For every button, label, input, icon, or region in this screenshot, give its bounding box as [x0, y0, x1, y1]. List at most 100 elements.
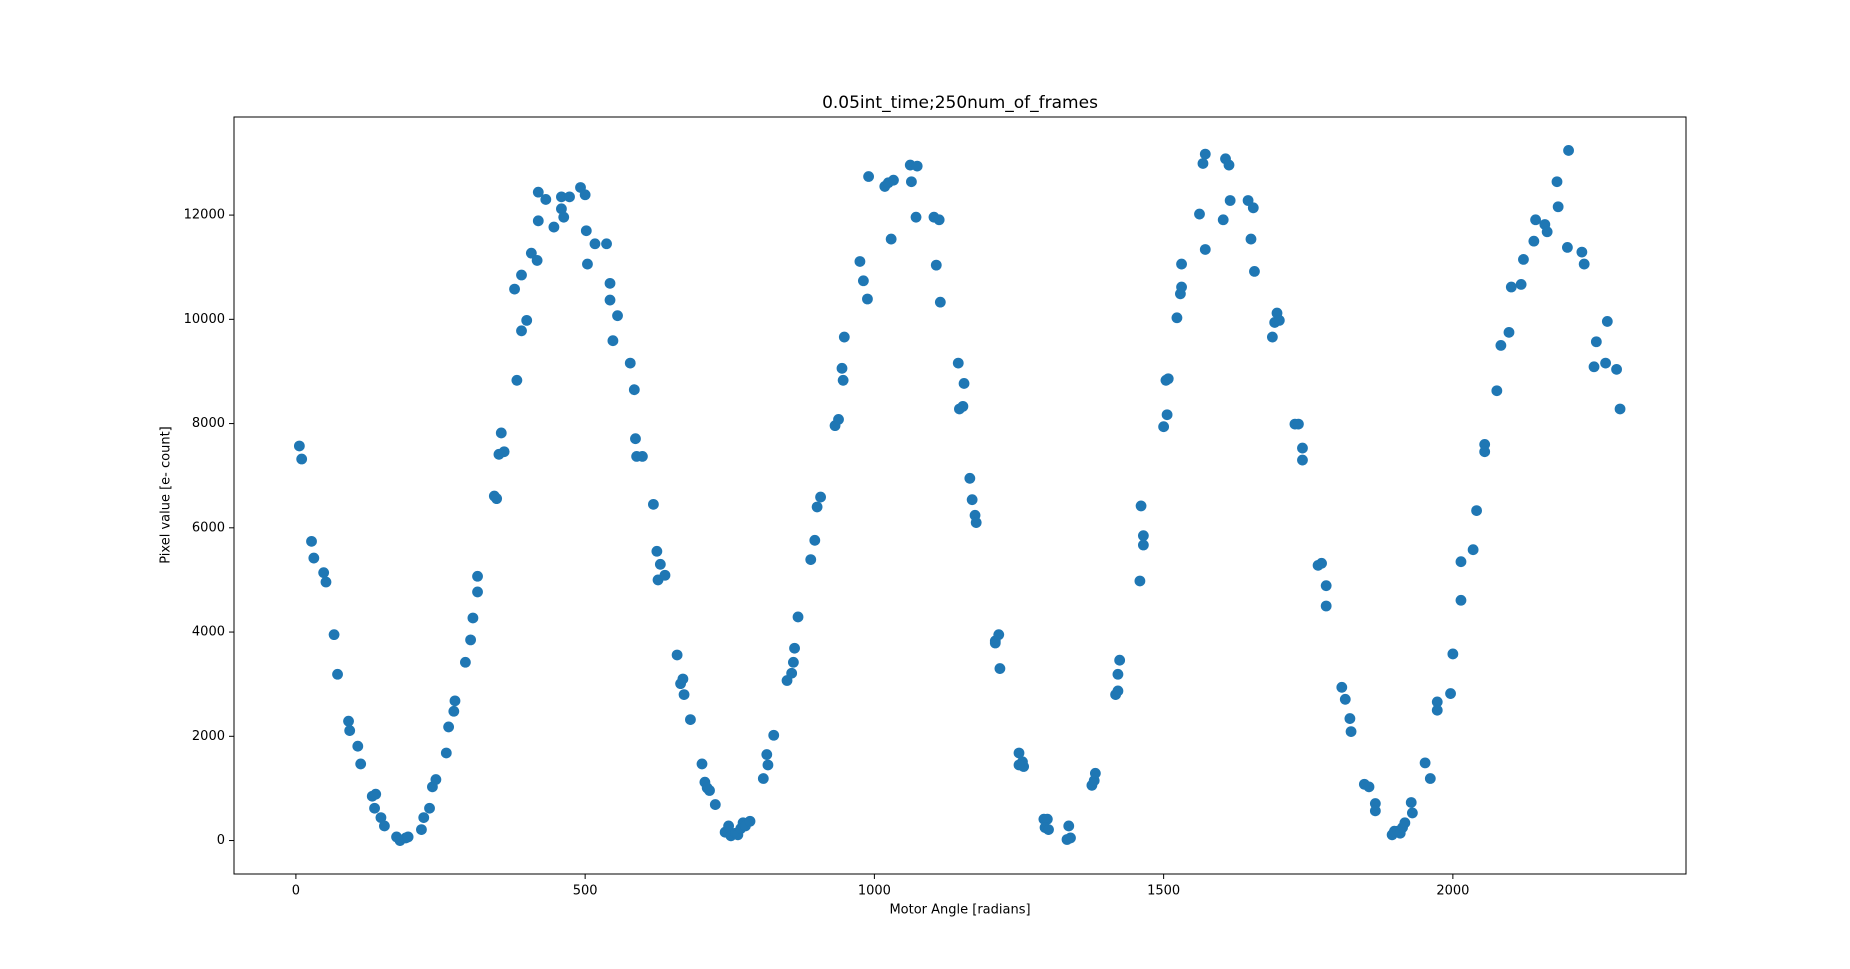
point — [815, 491, 826, 503]
point — [318, 567, 330, 579]
point — [472, 586, 483, 598]
point — [1479, 446, 1491, 458]
y-tick-label: 6000 — [192, 520, 225, 535]
point — [1455, 556, 1467, 568]
point — [1199, 148, 1211, 160]
point — [768, 729, 780, 741]
point — [332, 668, 343, 680]
point — [1197, 158, 1209, 169]
point — [308, 552, 320, 564]
point — [1505, 281, 1517, 293]
plot-frame — [233, 116, 1687, 875]
point — [789, 642, 800, 654]
point — [1471, 505, 1482, 517]
point — [1369, 805, 1381, 817]
point — [1217, 214, 1229, 226]
point — [612, 310, 623, 322]
point — [671, 649, 683, 661]
point — [1013, 747, 1025, 759]
point — [1467, 544, 1479, 556]
point — [1135, 500, 1147, 512]
y-tick-label: 2000 — [192, 729, 225, 744]
point — [838, 331, 850, 343]
point — [1431, 704, 1443, 716]
point — [696, 758, 708, 770]
point — [1161, 409, 1173, 421]
point — [1320, 600, 1332, 612]
point — [564, 191, 575, 203]
point — [443, 721, 455, 733]
point — [579, 189, 591, 201]
x-tick-label: 2000 — [1436, 884, 1469, 899]
point — [1576, 246, 1588, 258]
point — [630, 433, 641, 445]
point — [1171, 312, 1183, 324]
point — [1503, 326, 1515, 338]
point — [540, 194, 552, 205]
point — [352, 740, 364, 752]
point — [787, 656, 799, 668]
point — [1063, 820, 1075, 832]
point — [1515, 279, 1527, 290]
point — [440, 747, 452, 759]
point — [1176, 281, 1187, 293]
point — [430, 774, 442, 785]
point — [509, 283, 520, 295]
point — [370, 788, 382, 800]
point — [582, 258, 593, 270]
point — [1339, 693, 1351, 705]
point — [1247, 202, 1259, 214]
point — [511, 374, 523, 386]
point — [757, 773, 769, 784]
point — [648, 498, 659, 510]
point — [379, 820, 390, 832]
point — [762, 759, 774, 771]
point — [416, 824, 427, 835]
point — [1176, 258, 1187, 270]
point — [863, 171, 874, 182]
point — [465, 634, 477, 646]
point — [1363, 781, 1375, 793]
x-tick-label: 500 — [573, 884, 598, 899]
point — [491, 493, 503, 505]
point — [654, 558, 666, 570]
point — [805, 554, 817, 566]
point — [811, 501, 823, 513]
point — [1445, 688, 1456, 699]
point — [402, 831, 414, 843]
point — [1541, 226, 1553, 238]
point — [888, 174, 899, 186]
point — [1245, 233, 1257, 245]
point — [910, 211, 922, 223]
point — [1134, 575, 1146, 587]
point — [516, 325, 527, 337]
point — [375, 812, 387, 824]
point — [885, 233, 897, 245]
point — [1455, 594, 1467, 606]
point — [1112, 685, 1124, 697]
point — [1041, 813, 1053, 825]
point — [989, 637, 1001, 649]
point — [344, 725, 356, 736]
point — [1266, 331, 1278, 343]
point — [556, 191, 567, 203]
point — [1600, 357, 1611, 369]
point — [1518, 253, 1529, 265]
point — [854, 256, 866, 267]
point — [1424, 773, 1436, 784]
point — [1224, 195, 1236, 206]
point — [685, 714, 696, 726]
point — [1199, 244, 1211, 255]
point — [761, 749, 773, 760]
point — [1399, 817, 1411, 829]
point — [293, 440, 305, 452]
point — [1223, 159, 1235, 171]
point — [355, 758, 367, 770]
point — [964, 472, 976, 484]
point — [1431, 696, 1443, 708]
point — [1491, 385, 1503, 397]
point — [1406, 807, 1418, 819]
point — [723, 820, 735, 832]
point — [1112, 668, 1124, 680]
y-tick-label: 12000 — [184, 208, 225, 223]
